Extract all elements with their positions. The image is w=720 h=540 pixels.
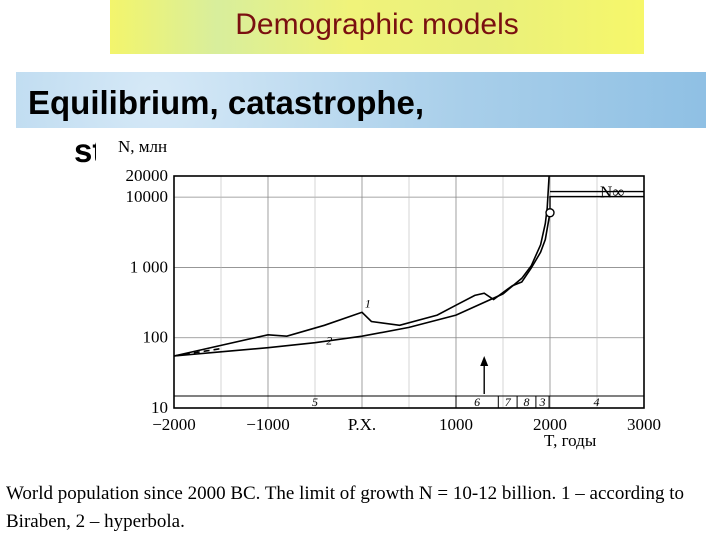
marked-point xyxy=(545,208,555,218)
page-title: Demographic models xyxy=(235,8,519,41)
bottom-bar-label: 6 xyxy=(474,395,480,409)
population-chart: 10 100 1 000 10000 20000 −2000 −1000 P.X. 1000 20… xyxy=(96,138,676,456)
bottom-bar-label: 5 xyxy=(312,395,318,409)
y-tick-label: 100 xyxy=(143,328,169,347)
label-group: 10 100 1 000 10000 20000 −2000 −1000 P.X. 1000 20… xyxy=(126,166,662,434)
subtitle: Equilibrium, catastrophe, stabilization xyxy=(28,78,708,169)
x-tick-label: −2000 xyxy=(152,415,196,434)
x-tick-label: P.X. xyxy=(348,415,376,434)
y-tick-label: 1 000 xyxy=(130,257,168,276)
plot-border xyxy=(173,175,645,409)
asymptote-line xyxy=(549,195,644,213)
subtitle-banner xyxy=(16,72,706,128)
subtitle-line-1: Equilibrium, catastrophe, xyxy=(28,84,425,121)
marker-group xyxy=(480,208,555,394)
figure-caption: World population since 2000 BC. The limi… xyxy=(6,483,684,532)
series-group xyxy=(173,175,644,357)
series-line xyxy=(173,347,222,357)
plot-frame xyxy=(173,175,645,409)
bottom-bar-label: 4 xyxy=(594,395,600,409)
series-line xyxy=(173,212,551,357)
series-line xyxy=(173,175,550,357)
y-axis-title: N, млн xyxy=(118,138,167,156)
x-tick-label: 1000 xyxy=(439,415,473,434)
x-tick-label: 2000 xyxy=(533,415,567,434)
bottom-bar-label: 3 xyxy=(538,395,545,409)
series-label: 2 xyxy=(326,334,332,348)
x-tick-label: 3000 xyxy=(627,415,661,434)
bottom-bar-label: 7 xyxy=(505,395,512,409)
arrow-head xyxy=(480,356,489,366)
x-axis-title: T, годы xyxy=(544,431,597,450)
series-label: 1 xyxy=(365,296,371,310)
title-banner: Demographic models xyxy=(110,0,644,54)
y-tick-label: 10000 xyxy=(126,187,169,206)
y-tick-label: 20000 xyxy=(126,166,169,185)
x-tick-label: −1000 xyxy=(246,415,290,434)
y-tick-label: 10 xyxy=(151,398,168,417)
bottom-bar-label: 8 xyxy=(524,395,530,409)
asymptote-label: N∞ xyxy=(600,183,624,202)
